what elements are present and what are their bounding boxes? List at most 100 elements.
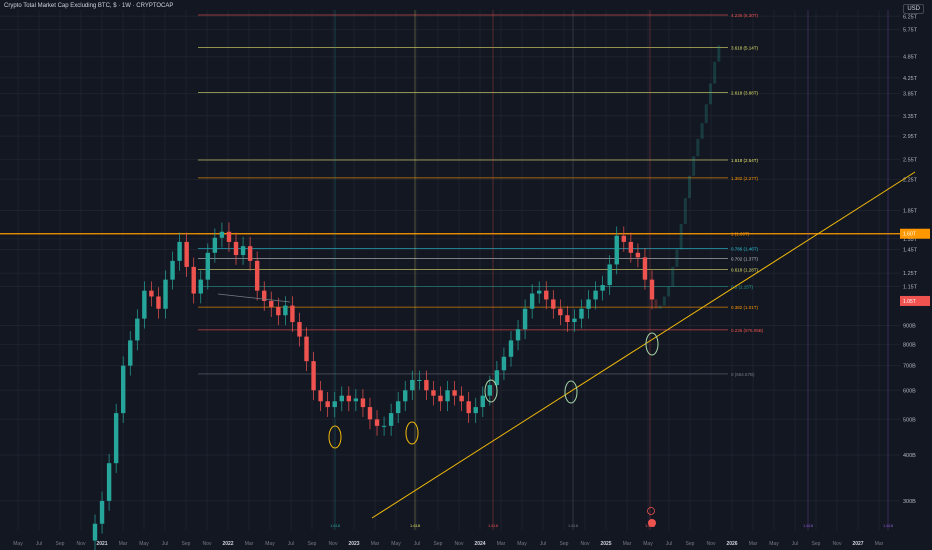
candle — [529, 293, 535, 309]
candle — [198, 279, 203, 294]
y-tick-label: 5.75T — [903, 28, 918, 34]
x-tick-label: May — [13, 541, 23, 547]
event-flag-icon[interactable] — [647, 507, 655, 515]
support-trendline — [371, 171, 916, 519]
candle — [191, 266, 196, 294]
time-projection-label: 1.618 — [803, 523, 814, 528]
x-tick-label: Sep — [560, 541, 569, 547]
candle — [262, 290, 267, 301]
candle — [219, 231, 225, 238]
candle — [332, 401, 337, 408]
chart-title: Crypto Total Market Cap Excluding BTC, $… — [4, 3, 174, 9]
fib-level-label: 0.382 (1.01T) — [731, 305, 759, 310]
projected-candle — [713, 61, 717, 84]
candle — [473, 407, 478, 414]
fib-level-label: 1.618 (2.54T) — [731, 158, 759, 163]
projected-candle — [679, 224, 683, 250]
y-tick-label: 1.45T — [903, 247, 918, 253]
price-tag-label: 1.60T — [903, 232, 916, 238]
x-tick-label: May — [643, 541, 653, 547]
range-line — [217, 293, 291, 303]
candle — [459, 395, 464, 402]
y-tick-label: 4.85T — [903, 55, 918, 61]
event-badge-icon[interactable] — [648, 519, 656, 527]
fib-level-label: 3.618 (5.14T) — [731, 45, 759, 50]
y-tick-label: 900B — [903, 324, 916, 330]
candle — [628, 241, 634, 253]
fib-level-label: 1.382 (2.27T) — [731, 176, 759, 181]
x-tick-label: Jul — [540, 541, 546, 547]
price-tag-label: 1.05T — [903, 299, 916, 305]
price-tag — [900, 228, 930, 239]
x-tick-label: Mar — [497, 541, 506, 547]
candle — [304, 336, 309, 362]
candle — [177, 241, 182, 261]
candle — [480, 395, 485, 408]
x-tick-label: 2024 — [474, 541, 485, 547]
marker-ellipse — [564, 380, 578, 404]
y-tick-label: 800B — [903, 342, 916, 348]
candle — [572, 318, 577, 323]
x-tick-label: May — [139, 541, 149, 547]
candle — [621, 235, 626, 242]
x-tick-label: Sep — [434, 541, 443, 547]
candle — [544, 290, 549, 300]
y-tick-label: 3.85T — [903, 92, 918, 98]
y-tick-label: 1.15T — [903, 284, 918, 290]
x-tick-label: Mar — [119, 541, 128, 547]
x-tick-label: Mar — [245, 541, 254, 547]
projected-candle — [708, 83, 712, 105]
projected-candle — [662, 296, 666, 306]
candle — [135, 318, 140, 341]
candle — [551, 299, 556, 309]
fib-level-label: 0.236 (876.05B) — [731, 328, 764, 333]
y-tick-label: 2.95T — [903, 134, 918, 140]
candle — [487, 385, 493, 396]
candle — [424, 379, 429, 391]
x-tick-label: 2022 — [222, 541, 233, 547]
time-projection-label: 1.618 — [330, 523, 341, 528]
candle — [247, 246, 253, 261]
candle — [649, 279, 655, 300]
projected-candle — [658, 305, 662, 309]
x-tick-label: Mar — [875, 541, 884, 547]
candle — [346, 395, 352, 402]
candle — [128, 340, 133, 366]
x-tick-label: Nov — [707, 541, 716, 547]
projected-candle — [675, 249, 679, 267]
candle — [290, 305, 295, 323]
y-tick-label: 3.35T — [903, 114, 918, 120]
candle — [374, 419, 380, 426]
candle — [360, 398, 366, 408]
candle — [142, 290, 147, 319]
candle — [353, 398, 359, 402]
candle — [212, 237, 218, 253]
candle — [297, 322, 302, 337]
candle — [452, 390, 457, 396]
x-tick-label: Nov — [833, 541, 842, 547]
y-tick-label: 4.25T — [903, 76, 918, 82]
candle — [403, 390, 408, 402]
projected-candle — [671, 266, 675, 287]
y-tick-label: 6.25T — [903, 14, 918, 20]
y-tick-label: 1.25T — [903, 271, 918, 277]
candle — [276, 307, 281, 316]
x-tick-label: Jul — [288, 541, 294, 547]
projected-candle — [683, 198, 687, 225]
candle — [417, 379, 422, 381]
marker-ellipse — [645, 332, 659, 356]
y-tick-label: 2.55T — [903, 157, 918, 163]
projected-candle — [704, 104, 708, 124]
marker-ellipse — [328, 425, 342, 449]
x-tick-label: Jul — [792, 541, 798, 547]
x-tick-label: Jul — [36, 541, 42, 547]
candle — [515, 329, 521, 341]
x-tick-label: Nov — [329, 541, 338, 547]
candle — [466, 401, 471, 414]
candle — [431, 390, 436, 396]
candle — [184, 241, 189, 267]
y-tick-label: 2.25T — [903, 177, 918, 183]
currency-button[interactable]: USD — [903, 4, 924, 14]
candle — [205, 252, 211, 280]
